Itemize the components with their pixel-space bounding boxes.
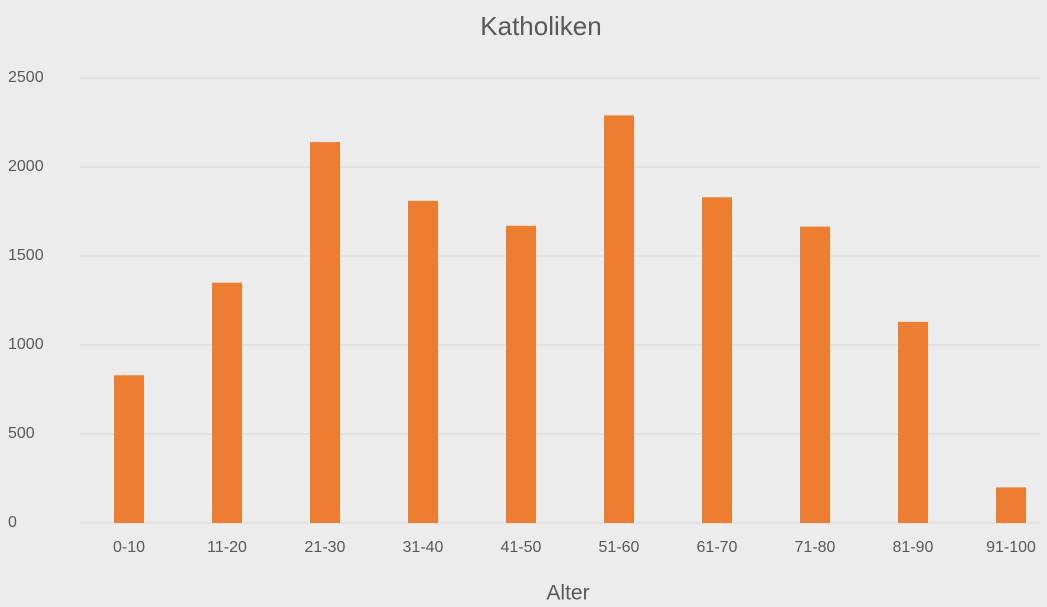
x-tick-label: 81-90	[893, 539, 934, 556]
x-tick-label: 41-50	[501, 539, 542, 556]
bar	[114, 375, 144, 523]
bar	[310, 142, 340, 523]
y-tick-label: 1500	[8, 247, 44, 264]
bar	[604, 115, 634, 523]
y-tick-label: 0	[8, 514, 17, 531]
x-tick-label: 21-30	[305, 539, 346, 556]
x-tick-label: 71-80	[795, 539, 836, 556]
chart-title: Katholiken	[480, 11, 601, 41]
y-tick-label: 2000	[8, 158, 44, 175]
bar	[212, 282, 242, 523]
bar	[702, 197, 732, 523]
y-tick-label: 1000	[8, 336, 44, 353]
y-tick-label: 500	[8, 425, 35, 442]
bar	[506, 225, 536, 524]
x-tick-label: 51-60	[599, 539, 640, 556]
x-tick-label: 0-10	[113, 539, 145, 556]
x-tick-label: 11-20	[207, 539, 247, 556]
x-tick-label: 91-100	[986, 539, 1036, 556]
x-tick-label: 61-70	[697, 539, 738, 556]
x-tick-label: 31-40	[403, 539, 444, 556]
bar	[898, 321, 928, 523]
y-tick-label: 2500	[8, 69, 44, 86]
x-axis-label: Alter	[546, 582, 589, 605]
bar	[408, 200, 438, 523]
bar	[800, 226, 830, 523]
bar	[996, 487, 1026, 523]
